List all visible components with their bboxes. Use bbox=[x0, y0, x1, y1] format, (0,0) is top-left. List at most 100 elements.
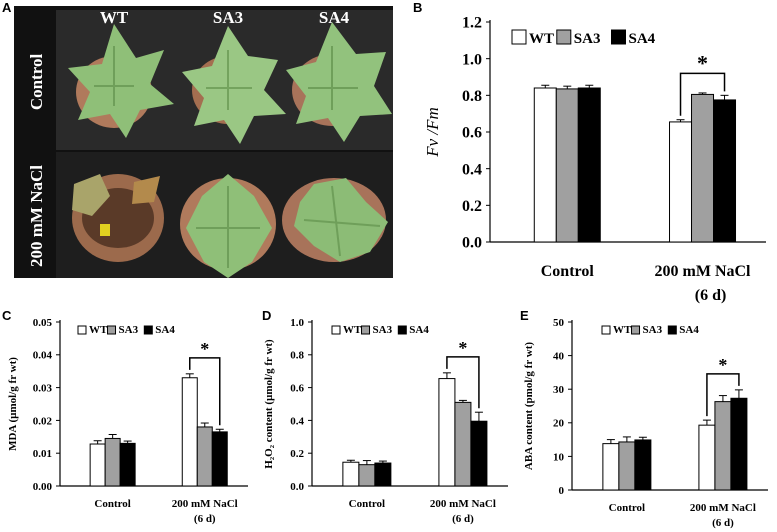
bar-sa4 bbox=[730, 397, 748, 491]
legend-label-sa4: SA4 bbox=[155, 324, 175, 336]
photo-row-label-control: Control bbox=[27, 54, 46, 111]
y-tick-label: 0 bbox=[559, 485, 565, 497]
legend-swatch-sa4 bbox=[667, 325, 677, 335]
bar-sa3 bbox=[618, 441, 636, 491]
x-category-sublabel: (6 d) bbox=[712, 517, 734, 529]
bar-wt bbox=[669, 121, 693, 243]
legend-swatch-wt bbox=[601, 325, 611, 335]
photo-genotype-label-sa4: SA4 bbox=[319, 8, 350, 27]
legend-label-wt: WT bbox=[89, 324, 108, 336]
plant-nacl-sa3 bbox=[180, 174, 276, 278]
y-tick-label: 0.4 bbox=[462, 161, 482, 178]
bar-sa3 bbox=[358, 464, 376, 487]
significance-star: * bbox=[718, 355, 727, 375]
x-category-sublabel: (6 d) bbox=[194, 513, 216, 525]
legend-swatch-wt bbox=[511, 29, 527, 45]
bar-wt bbox=[602, 443, 620, 491]
bar-wt bbox=[533, 87, 557, 243]
legend-label-sa4: SA4 bbox=[409, 324, 429, 336]
legend-label-wt: WT bbox=[529, 31, 554, 47]
y-tick-label: 0.03 bbox=[33, 382, 53, 394]
y-tick-label: 0.00 bbox=[33, 481, 53, 493]
y-axis-label: H₂O₂ content (µmol/g fr wt) bbox=[263, 339, 275, 469]
y-axis-label: ABA content (pmol/g fr wt) bbox=[523, 342, 535, 470]
legend-label-sa3: SA3 bbox=[119, 324, 139, 336]
plant-photo: Control 200 mM NaCl WT SA3 SA4 bbox=[14, 6, 393, 278]
y-tick-label: 10 bbox=[553, 451, 565, 463]
y-tick-label: 0.05 bbox=[33, 317, 53, 329]
plant-nacl-wt bbox=[72, 174, 164, 262]
y-tick-label: 0.2 bbox=[462, 198, 482, 215]
y-tick-label: 0.01 bbox=[33, 448, 52, 460]
bar-sa4 bbox=[634, 439, 652, 491]
significance-bracket bbox=[189, 357, 221, 426]
bar-sa3 bbox=[691, 93, 715, 243]
bar-wt bbox=[181, 377, 198, 487]
y-tick-label: 50 bbox=[553, 317, 565, 329]
panel-letter-c: C bbox=[2, 308, 12, 323]
legend-swatch-sa4 bbox=[611, 29, 626, 45]
legend-swatch-sa3 bbox=[631, 325, 641, 335]
panel-letter-e: E bbox=[520, 308, 529, 323]
legend-label-sa4: SA4 bbox=[629, 31, 656, 47]
chart-aba: 0 10 20 30 40 50 ABA content (pmol/g fr wt) Con… bbox=[523, 317, 768, 529]
significance-bracket bbox=[706, 373, 740, 417]
legend-label-sa3: SA3 bbox=[373, 324, 393, 336]
significance-star: * bbox=[697, 50, 708, 75]
x-category-label: Control bbox=[349, 498, 385, 510]
y-axis-label: Fv /Fm bbox=[423, 107, 442, 158]
bar-sa4 bbox=[119, 442, 136, 487]
bar-sa3 bbox=[454, 401, 472, 487]
y-tick-label: 0.2 bbox=[290, 448, 304, 460]
y-tick-label: 0.0 bbox=[290, 481, 304, 493]
x-category-label: 200 mM NaCl bbox=[172, 498, 238, 510]
bar-wt bbox=[89, 443, 106, 487]
y-tick-label: 0.0 bbox=[462, 235, 482, 252]
y-tick-label: 1.2 bbox=[462, 15, 482, 32]
bar-sa3 bbox=[714, 401, 732, 491]
bar-wt bbox=[698, 424, 716, 491]
y-tick-label: 20 bbox=[553, 418, 565, 430]
legend-swatch-sa4 bbox=[397, 325, 407, 335]
y-tick-label: 30 bbox=[553, 384, 565, 396]
panel-letter-a: A bbox=[2, 0, 12, 15]
bar-sa4 bbox=[470, 420, 488, 487]
bar-wt bbox=[438, 378, 456, 487]
y-tick-label: 1.0 bbox=[462, 51, 482, 68]
chart-fv-fm: 0.0 0.2 0.4 0.6 0.8 1.0 1.2 Fv /Fm Control 200 mM… bbox=[423, 15, 766, 304]
y-tick-label: 40 bbox=[553, 350, 565, 362]
y-tick-label: 0.8 bbox=[290, 350, 304, 362]
plant-control-wt bbox=[68, 24, 174, 138]
y-tick-label: 1.0 bbox=[290, 317, 304, 329]
bar-wt bbox=[342, 461, 360, 487]
x-category-sublabel: (6 d) bbox=[452, 513, 474, 525]
bar-sa4 bbox=[713, 99, 737, 243]
x-category-sublabel: (6 d) bbox=[695, 287, 727, 304]
y-tick-label: 0.8 bbox=[462, 88, 482, 105]
bar-sa4 bbox=[577, 87, 601, 243]
x-category-label: 200 mM NaCl bbox=[655, 263, 752, 280]
x-category-label: 200 mM NaCl bbox=[430, 498, 496, 510]
significance-bracket bbox=[446, 356, 480, 409]
chart-mda: 0.00 0.01 0.02 0.03 0.04 0.05 MDA (µmol/g fr w… bbox=[7, 317, 248, 525]
bar-sa3 bbox=[196, 426, 213, 487]
legend-swatch-wt bbox=[77, 325, 87, 335]
x-category-label: Control bbox=[541, 263, 595, 280]
bar-sa4 bbox=[374, 462, 392, 487]
y-tick-label: 0.4 bbox=[290, 415, 304, 427]
photo-row-label-nacl: 200 mM NaCl bbox=[27, 165, 46, 267]
legend-label-wt: WT bbox=[343, 324, 362, 336]
legend-label-sa3: SA3 bbox=[643, 324, 663, 336]
legend-label-sa4: SA4 bbox=[679, 324, 699, 336]
y-tick-label: 0.02 bbox=[33, 415, 53, 427]
x-category-label: 200 mM NaCl bbox=[690, 502, 756, 514]
y-tick-label: 0.04 bbox=[33, 350, 53, 362]
legend-swatch-sa3 bbox=[107, 325, 117, 335]
y-axis-label: MDA (µmol/g fr wt) bbox=[7, 357, 19, 451]
bar-sa3 bbox=[555, 88, 579, 243]
chart-h2o2: 0.0 0.2 0.4 0.6 0.8 1.0 H₂O₂ content (µmol/g f… bbox=[263, 317, 508, 525]
y-tick-label: 0.6 bbox=[290, 382, 304, 394]
plant-nacl-sa4 bbox=[282, 178, 388, 262]
legend-label-sa3: SA3 bbox=[574, 31, 601, 47]
legend-swatch-sa3 bbox=[556, 29, 572, 45]
